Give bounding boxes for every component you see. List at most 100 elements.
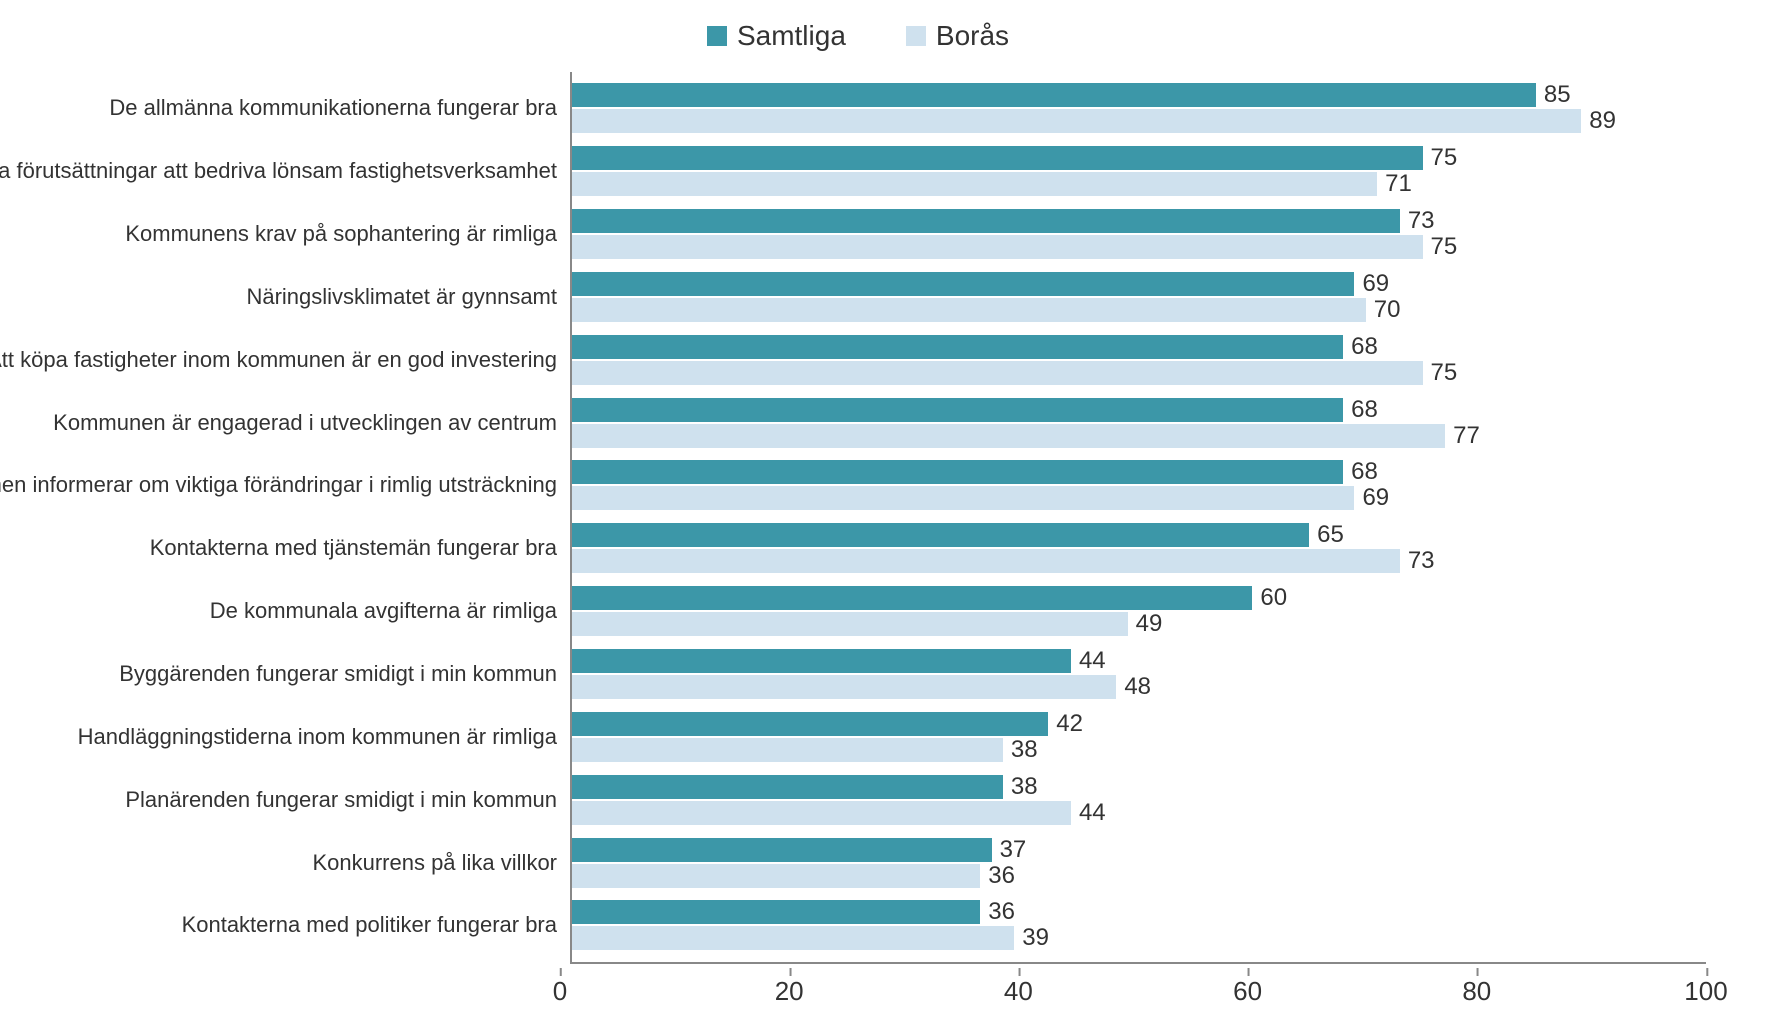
bar: 68 xyxy=(572,335,1343,359)
bar-value-label: 65 xyxy=(1309,521,1344,549)
category-row: Byggärenden fungerar smidigt i min kommu… xyxy=(572,646,1706,702)
bar-value-label: 60 xyxy=(1252,584,1287,612)
category-row: Planärenden fungerar smidigt i min kommu… xyxy=(572,772,1706,828)
category-label: Planärenden fungerar smidigt i min kommu… xyxy=(125,787,572,813)
category-row: Goda förutsättningar att bedriva lönsam … xyxy=(572,143,1706,199)
bar-value-label: 70 xyxy=(1366,296,1401,324)
bar: 68 xyxy=(572,460,1343,484)
bar: 38 xyxy=(572,738,1003,762)
x-tick-mark xyxy=(560,968,562,976)
category-label: ommunen informerar om viktiga förändring… xyxy=(0,472,572,498)
legend-item-samtliga: Samtliga xyxy=(707,20,846,52)
bar-value-label: 68 xyxy=(1343,396,1378,424)
bar: 36 xyxy=(572,900,980,924)
bar-value-label: 36 xyxy=(980,862,1015,890)
category-row: Kommunen är engagerad i utvecklingen av … xyxy=(572,395,1706,451)
bar: 89 xyxy=(572,109,1581,133)
bar-value-label: 77 xyxy=(1445,422,1480,450)
plot-area: De allmänna kommunikationerna fungerar b… xyxy=(570,72,1706,964)
bar: 73 xyxy=(572,549,1400,573)
bar: 42 xyxy=(572,712,1048,736)
x-tick-mark xyxy=(789,968,791,976)
bar-value-label: 44 xyxy=(1071,799,1106,827)
bar-value-label: 75 xyxy=(1423,144,1458,172)
bar-value-label: 49 xyxy=(1128,610,1163,638)
bar-value-label: 75 xyxy=(1423,233,1458,261)
bar-value-label: 68 xyxy=(1343,333,1378,361)
bar: 44 xyxy=(572,649,1071,673)
x-axis: 020406080100 xyxy=(560,976,1706,1016)
bar: 38 xyxy=(572,775,1003,799)
x-tick: 20 xyxy=(775,976,804,1007)
category-row: Handläggningstiderna inom kommunen är ri… xyxy=(572,709,1706,765)
bar: 85 xyxy=(572,83,1536,107)
bar: 60 xyxy=(572,586,1252,610)
bar: 39 xyxy=(572,926,1014,950)
category-row: ommunen informerar om viktiga förändring… xyxy=(572,457,1706,513)
bar-value-label: 69 xyxy=(1354,484,1389,512)
bar: 70 xyxy=(572,298,1366,322)
bar: 49 xyxy=(572,612,1128,636)
bar: 75 xyxy=(572,361,1423,385)
bar: 75 xyxy=(572,146,1423,170)
legend-item-boras: Borås xyxy=(906,20,1009,52)
bar-value-label: 44 xyxy=(1071,647,1106,675)
category-row: Konkurrens på lika villkor3736 xyxy=(572,835,1706,891)
bar-value-label: 36 xyxy=(980,898,1015,926)
x-tick-mark xyxy=(1706,968,1708,976)
bars-container: De allmänna kommunikationerna fungerar b… xyxy=(572,72,1706,962)
bar-value-label: 75 xyxy=(1423,359,1458,387)
bar-value-label: 42 xyxy=(1048,710,1083,738)
bar-value-label: 69 xyxy=(1354,270,1389,298)
legend-label: Samtliga xyxy=(737,20,846,52)
bar-value-label: 39 xyxy=(1014,924,1049,952)
bar: 37 xyxy=(572,838,992,862)
bar: 69 xyxy=(572,486,1354,510)
x-tick-mark xyxy=(1477,968,1479,976)
category-label: De kommunala avgifterna är rimliga xyxy=(210,598,572,624)
category-label: Byggärenden fungerar smidigt i min kommu… xyxy=(119,661,572,687)
bar: 65 xyxy=(572,523,1309,547)
category-row: Kontakterna med politiker fungerar bra36… xyxy=(572,897,1706,953)
bar-value-label: 89 xyxy=(1581,107,1616,135)
bar-value-label: 71 xyxy=(1377,170,1412,198)
bar: 69 xyxy=(572,272,1354,296)
bar-value-label: 73 xyxy=(1400,207,1435,235)
bar: 36 xyxy=(572,864,980,888)
legend-swatch-boras xyxy=(906,26,926,46)
category-label: Näringslivsklimatet är gynnsamt xyxy=(246,284,572,310)
category-label: Att köpa fastigheter inom kommunen är en… xyxy=(0,347,572,373)
category-label: Handläggningstiderna inom kommunen är ri… xyxy=(78,724,572,750)
bar: 75 xyxy=(572,235,1423,259)
category-label: Kontakterna med tjänstemän fungerar bra xyxy=(150,535,572,561)
category-label: Kommunen är engagerad i utvecklingen av … xyxy=(53,410,572,436)
bar-value-label: 37 xyxy=(992,836,1027,864)
category-row: Näringslivsklimatet är gynnsamt6970 xyxy=(572,269,1706,325)
bar-value-label: 38 xyxy=(1003,736,1038,764)
bar: 77 xyxy=(572,424,1445,448)
category-label: Goda förutsättningar att bedriva lönsam … xyxy=(0,158,572,184)
bar-value-label: 68 xyxy=(1343,458,1378,486)
category-row: Kontakterna med tjänstemän fungerar bra6… xyxy=(572,520,1706,576)
x-tick: 60 xyxy=(1233,976,1262,1007)
category-label: Kommunens krav på sophantering är rimlig… xyxy=(125,221,572,247)
bar-value-label: 85 xyxy=(1536,81,1571,109)
bar: 68 xyxy=(572,398,1343,422)
category-label: Konkurrens på lika villkor xyxy=(312,850,572,876)
bar: 44 xyxy=(572,801,1071,825)
chart-container: Samtliga Borås De allmänna kommunikation… xyxy=(0,0,1786,1036)
bar-value-label: 38 xyxy=(1003,773,1038,801)
category-row: De kommunala avgifterna är rimliga6049 xyxy=(572,583,1706,639)
legend-swatch-samtliga xyxy=(707,26,727,46)
x-tick-mark xyxy=(1018,968,1020,976)
x-tick: 100 xyxy=(1684,976,1727,1007)
bar: 71 xyxy=(572,172,1377,196)
x-tick: 0 xyxy=(553,976,567,1007)
x-tick-mark xyxy=(1248,968,1250,976)
bar: 73 xyxy=(572,209,1400,233)
bar-value-label: 48 xyxy=(1116,673,1151,701)
x-tick: 80 xyxy=(1462,976,1491,1007)
category-row: Kommunens krav på sophantering är rimlig… xyxy=(572,206,1706,262)
bar: 48 xyxy=(572,675,1116,699)
category-label: De allmänna kommunikationerna fungerar b… xyxy=(109,95,572,121)
